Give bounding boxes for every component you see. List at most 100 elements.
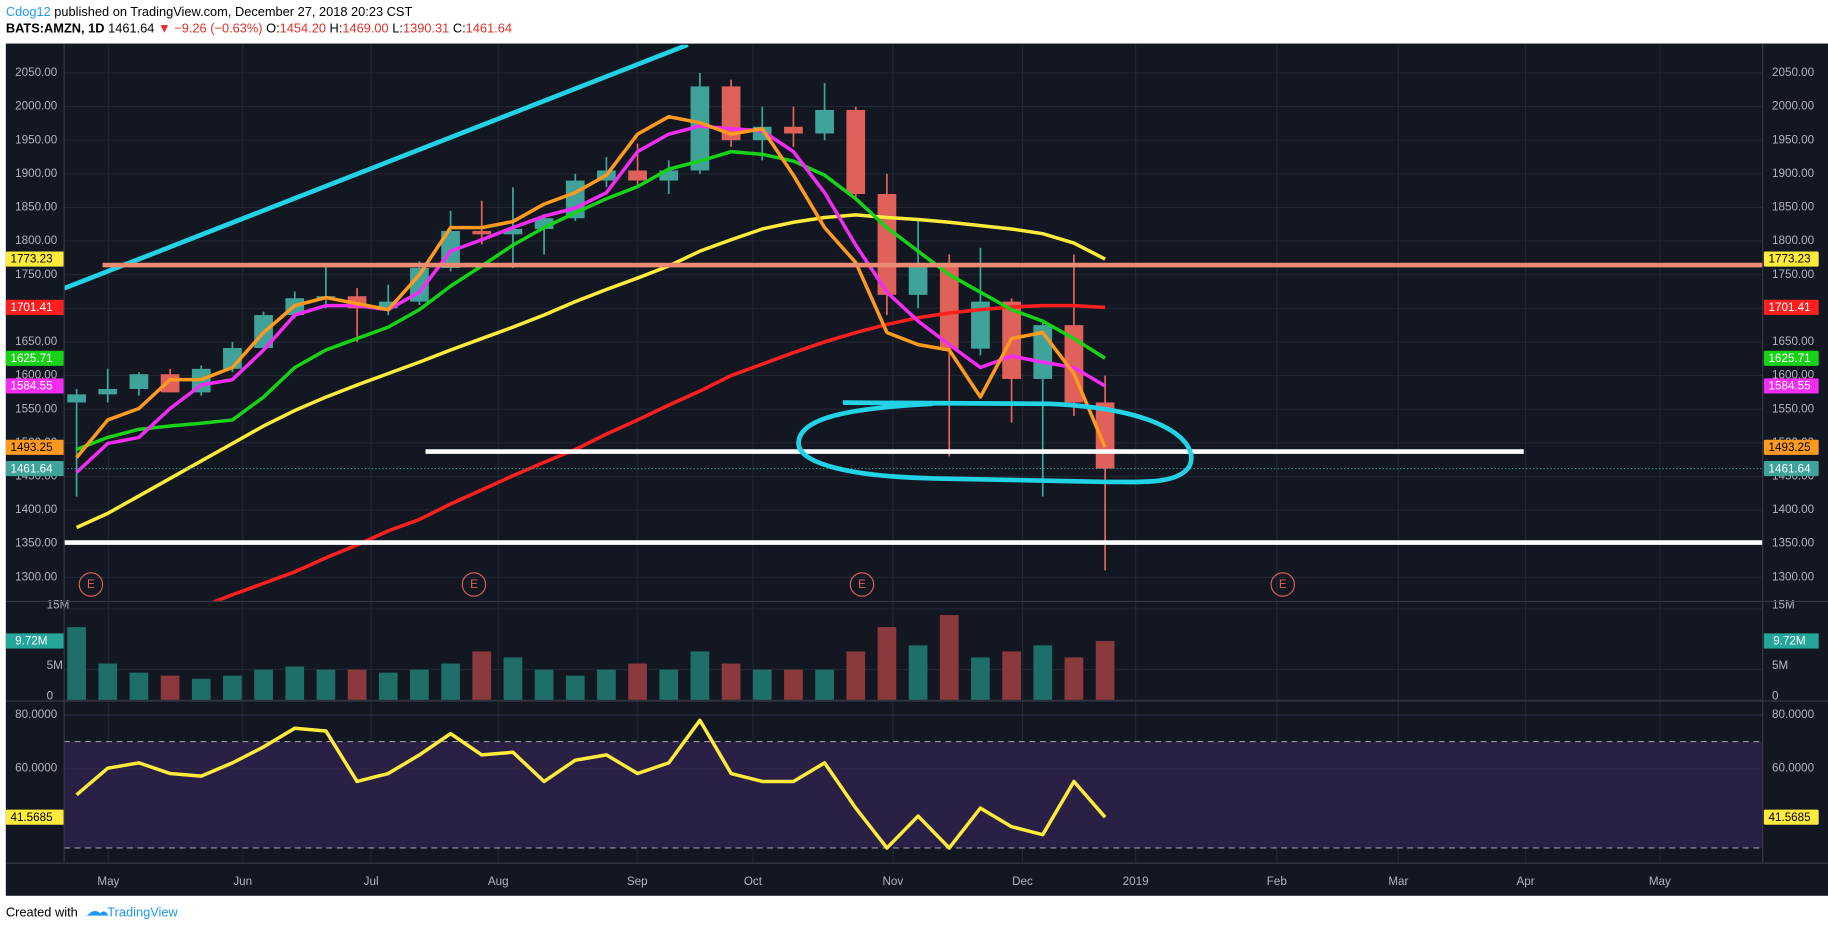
x-tick-label: Apr bbox=[1516, 875, 1534, 888]
candle-body bbox=[67, 394, 86, 403]
y-tick-label: 15M bbox=[47, 599, 70, 612]
y-tick-label: 1550.00 bbox=[15, 402, 58, 415]
ohlc-key: O: bbox=[266, 21, 280, 36]
candle-body bbox=[846, 109, 866, 195]
earnings-marker bbox=[78, 572, 104, 597]
candle-body bbox=[784, 126, 803, 134]
volume-bar bbox=[285, 666, 305, 700]
author: Cdog12 bbox=[6, 5, 51, 20]
earnings-marker bbox=[1270, 572, 1295, 597]
y-tick-label: 0 bbox=[1772, 689, 1779, 702]
price-tag bbox=[1763, 439, 1819, 455]
price-tag-label: 1584.55 bbox=[10, 380, 52, 393]
y-tick-label: 1900.00 bbox=[15, 167, 58, 180]
drawings bbox=[64, 44, 1763, 545]
price-tag-label: 1584.55 bbox=[1769, 380, 1811, 393]
price-tag-label: 1773.23 bbox=[10, 253, 52, 266]
moving-average bbox=[75, 114, 1107, 459]
symbol: BATS:AMZN, 1D bbox=[6, 21, 105, 36]
y-tick-label: 80.0000 bbox=[1772, 708, 1815, 721]
price-tag-label: 41.5685 bbox=[10, 811, 52, 824]
volume-bar bbox=[410, 669, 429, 700]
price-tag-label: 41.5685 bbox=[1769, 811, 1811, 824]
y-tick-label: 1750.00 bbox=[15, 268, 58, 281]
x-tick-label: Jun bbox=[233, 875, 252, 888]
y-tick-label: 1850.00 bbox=[15, 201, 58, 214]
ohlc-value: 1390.31 bbox=[403, 21, 449, 36]
ohlc-key: C: bbox=[453, 21, 466, 36]
candle-body bbox=[971, 301, 990, 349]
price-tag-label: 1625.71 bbox=[10, 352, 52, 365]
candle-body bbox=[378, 301, 398, 309]
volume-bar bbox=[815, 669, 834, 700]
brand-logo bbox=[86, 911, 109, 917]
change: ▼ −9.26 (−0.63%) bbox=[158, 21, 263, 36]
y-tick-label: 1950.00 bbox=[15, 133, 58, 146]
volume-bar bbox=[721, 663, 741, 700]
rsi-pane bbox=[64, 714, 1763, 850]
earnings-label: E bbox=[470, 578, 478, 591]
y-tick-label: 5M bbox=[47, 659, 63, 672]
volume-bar bbox=[1002, 651, 1021, 700]
volume-bar bbox=[472, 651, 492, 700]
x-tick-label: May bbox=[1649, 875, 1671, 888]
rsi-band bbox=[64, 741, 1763, 848]
volume-bar bbox=[846, 651, 866, 700]
volume-bar bbox=[129, 672, 149, 700]
x-tick-label: Dec bbox=[1012, 875, 1033, 888]
value-tag bbox=[1763, 633, 1819, 649]
price-tag bbox=[1763, 461, 1819, 477]
y-tick-label: 2000.00 bbox=[1772, 100, 1815, 113]
volume-bar bbox=[191, 678, 211, 700]
y-tick-label: 2050.00 bbox=[1772, 66, 1815, 79]
earnings-label: E bbox=[87, 578, 95, 591]
y-tick-label: 1650.00 bbox=[1772, 335, 1815, 348]
value-tag bbox=[5, 633, 65, 649]
x-tick-label: Jul bbox=[364, 875, 379, 888]
earnings-label: E bbox=[1279, 578, 1287, 591]
volume-bar bbox=[690, 651, 710, 700]
volume-bar bbox=[597, 669, 616, 700]
volume-bar bbox=[659, 669, 679, 700]
volume-bar bbox=[534, 669, 554, 700]
x-tick-label: 2019 bbox=[1123, 875, 1149, 888]
candle-body bbox=[534, 218, 554, 229]
volume-bar bbox=[1064, 657, 1084, 700]
price-tag bbox=[5, 809, 65, 825]
footer-brand: TradingView bbox=[107, 905, 178, 920]
y-tick-label: 60.0000 bbox=[15, 761, 58, 774]
y-tick-label: 2000.00 bbox=[15, 100, 58, 113]
y-tick-label: 2050.00 bbox=[15, 66, 58, 79]
marks bbox=[64, 72, 1763, 850]
volume-bar bbox=[1095, 640, 1115, 700]
volume-bar bbox=[223, 675, 242, 700]
price-tag-label: 1773.23 bbox=[1769, 253, 1811, 266]
price-tag bbox=[1763, 378, 1819, 394]
volume-bar bbox=[67, 627, 86, 700]
y-tick-label: 1900.00 bbox=[1772, 167, 1815, 180]
x-tick-label: Mar bbox=[1388, 875, 1408, 888]
header-line-2: BATS:AMZN, 1D 1461.64 ▼ −9.26 (−0.63%) O… bbox=[6, 21, 512, 36]
volume-bar bbox=[347, 669, 367, 700]
rsi-line bbox=[75, 718, 1107, 850]
earnings-marker bbox=[849, 572, 875, 597]
volume-bar bbox=[939, 615, 959, 700]
earnings-marker bbox=[461, 572, 487, 597]
volume-bar bbox=[98, 663, 118, 700]
price: 1461.64 bbox=[108, 21, 154, 36]
price-tag bbox=[1763, 809, 1819, 825]
x-tick-label: Sep bbox=[627, 875, 648, 888]
price-tag-label: 1701.41 bbox=[1769, 301, 1811, 314]
x-tick-label: Oct bbox=[744, 875, 763, 888]
value-tag-label: 9.72M bbox=[15, 635, 47, 648]
ohlc-value: 1461.64 bbox=[466, 21, 512, 36]
labels: May Jun Jul Aug Sep Oct Nov Dec 2019 Feb Mar Apr May… bbox=[5, 66, 1819, 888]
price-tag-label: 1493.25 bbox=[1769, 441, 1811, 454]
y-tick-label: 5M bbox=[1772, 659, 1788, 672]
x-tick-label: Nov bbox=[882, 875, 903, 888]
price-tag bbox=[5, 299, 65, 315]
volume-bar bbox=[316, 669, 336, 700]
moving-average bbox=[75, 213, 1106, 530]
